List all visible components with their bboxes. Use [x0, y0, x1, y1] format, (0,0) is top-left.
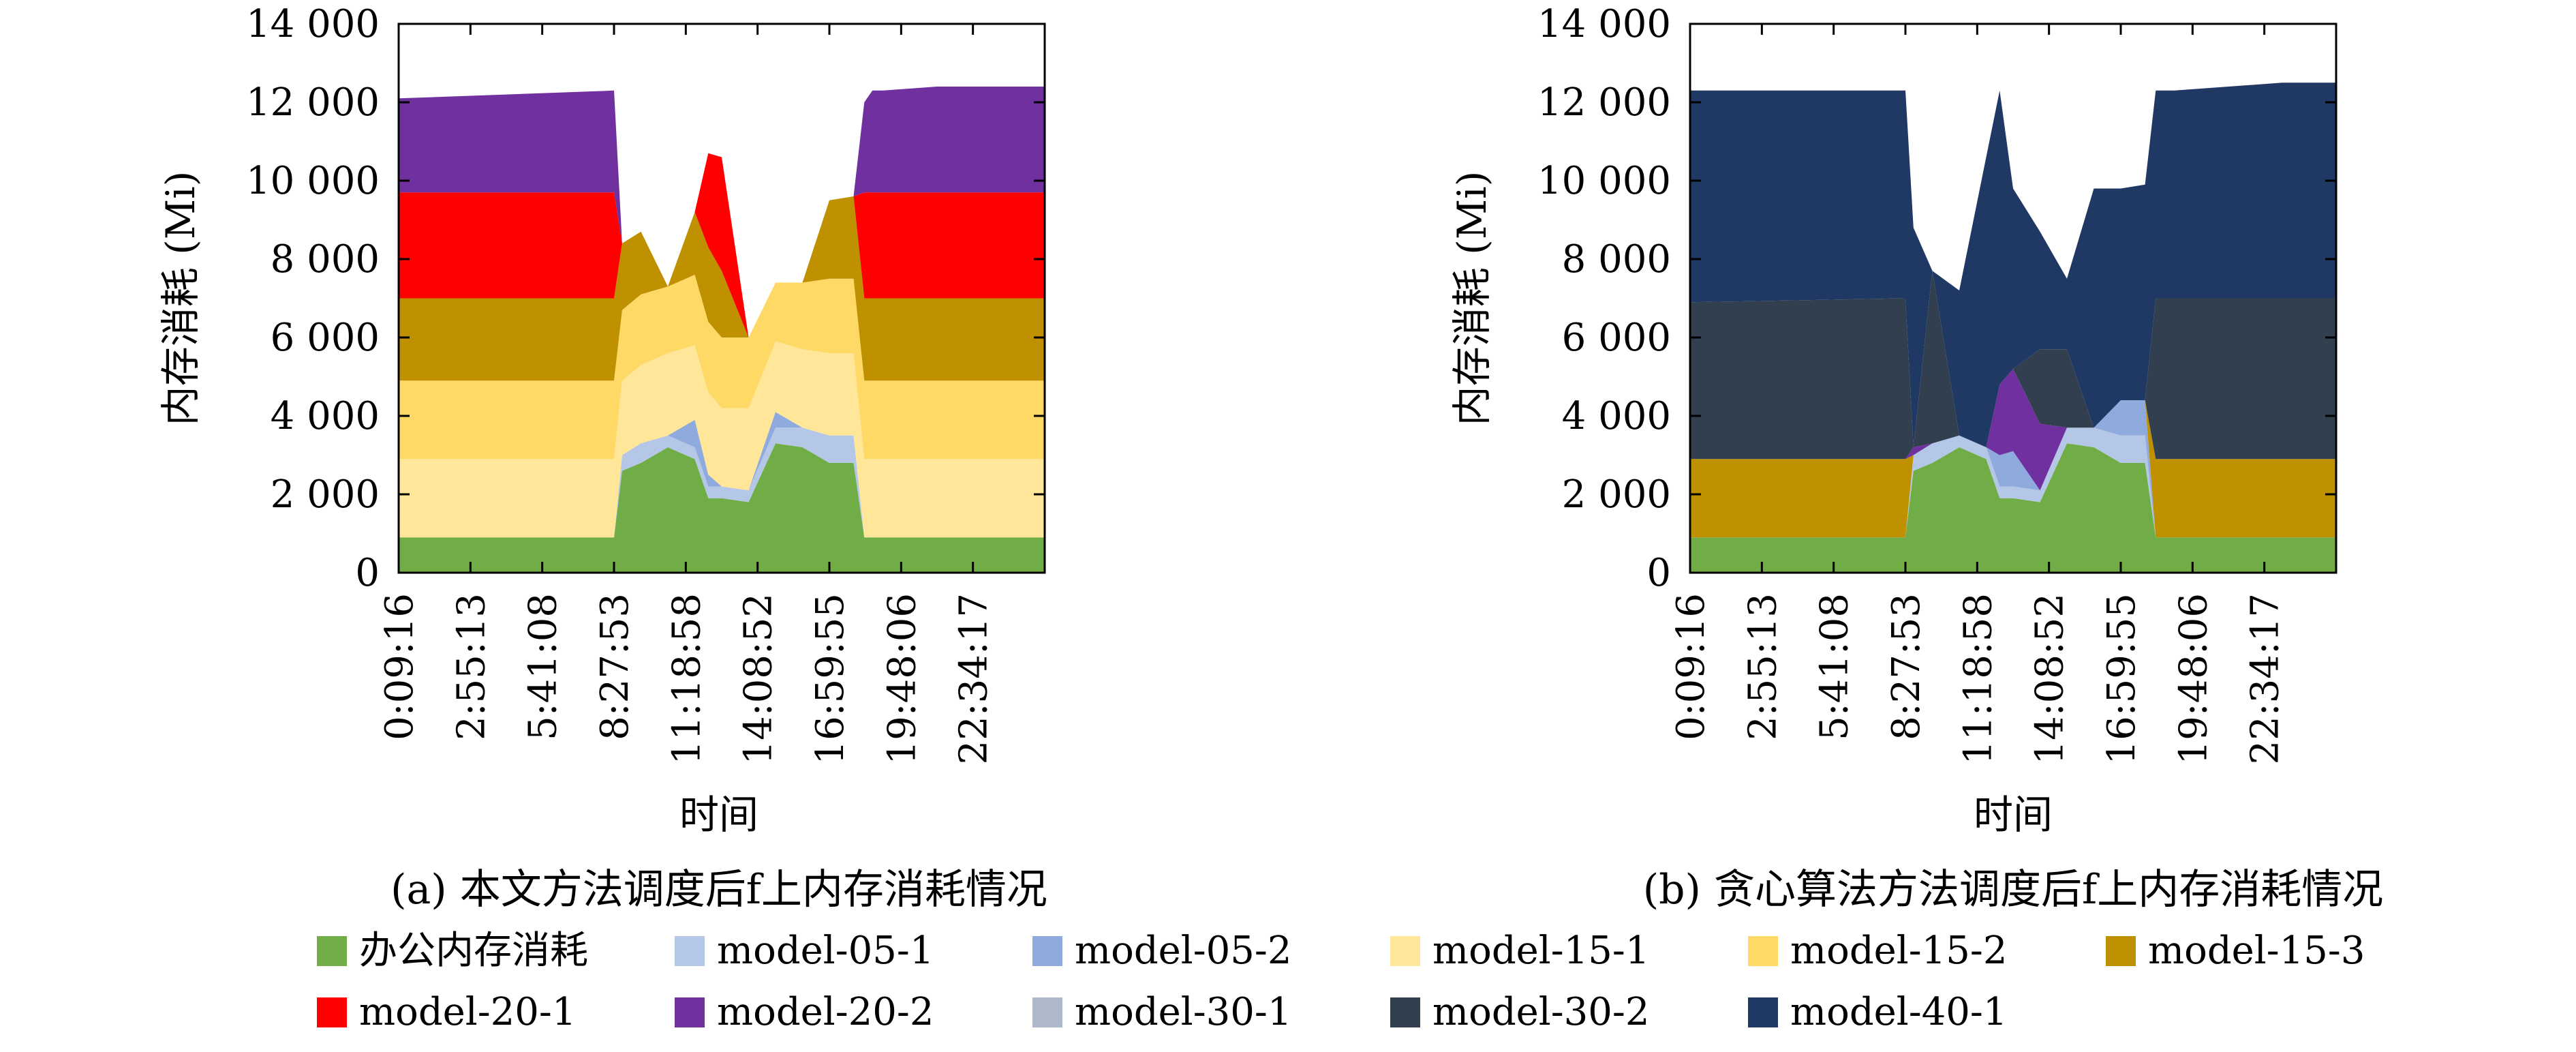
y-tick-label: 14 000	[1537, 2, 1671, 46]
area-office	[1690, 443, 2336, 573]
area-model-30-2	[1690, 271, 2336, 460]
y-tick-label: 4 000	[271, 394, 380, 438]
caption-a: (a) 本文方法调度后f上内存消耗情况	[390, 866, 1047, 914]
x-tick-label: 0:09:16	[378, 593, 422, 740]
y-tick-label: 4 000	[1562, 394, 1671, 438]
y-tick-label: 8 000	[271, 237, 380, 282]
plot-frame-a	[397, 22, 1046, 574]
area-model-40-1	[1690, 82, 2336, 448]
area-model-15-2	[399, 275, 1045, 460]
legend-swatch-model-40-1	[1748, 997, 1778, 1027]
y-axis-label-b: 内存消耗 (Mi)	[1449, 171, 1495, 426]
x-tick-label: 0:09:16	[1669, 593, 1713, 740]
legend-label-model-15-1: model-15-1	[1432, 929, 1649, 973]
x-tick-label: 11:18:58	[1956, 593, 2000, 765]
x-axis-label-b: 时间	[1974, 792, 2053, 838]
legend-swatch-model-15-2	[1748, 936, 1778, 966]
x-tick-label: 19:48:06	[2171, 593, 2215, 765]
x-tick-label: 2:55:13	[449, 593, 493, 740]
area-model-15-3	[1690, 400, 2336, 538]
area-office	[399, 443, 1045, 573]
y-tick-label: 2 000	[1562, 472, 1671, 517]
x-tick-label: 14:08:52	[737, 593, 781, 765]
chart-panel-a: 0 2 000 4 000 6 000 8 000 10 000 12 000 14 000 0…	[157, 2, 1047, 914]
legend-swatch-model-05-2	[1032, 936, 1062, 966]
axis-ticks-b: 0 2 000 4 000 6 000 8 000 10 000 12 000 14 000 0…	[1537, 2, 2336, 765]
x-tick-label: 16:59:55	[2100, 593, 2144, 765]
legend-swatch-model-15-3	[2106, 936, 2136, 966]
y-tick-label: 12 000	[1537, 80, 1671, 125]
x-tick-label: 2:55:13	[1741, 593, 1785, 740]
area-layers-b	[1690, 82, 2336, 573]
area-model-15-3	[399, 196, 1045, 381]
y-tick-label: 6 000	[1562, 316, 1671, 360]
y-tick-label: 6 000	[271, 316, 380, 360]
x-tick-label: 22:34:17	[2243, 593, 2288, 765]
x-tick-label: 5:41:08	[1813, 593, 1857, 740]
legend-label-model-20-2: model-20-2	[717, 990, 934, 1034]
legend-label-model-40-1: model-40-1	[1790, 990, 2007, 1034]
x-tick-label: 22:34:17	[952, 593, 996, 765]
area-layers-a	[399, 87, 1045, 573]
legend-label-model-30-1: model-30-1	[1075, 990, 1291, 1034]
y-tick-label: 8 000	[1562, 237, 1671, 282]
x-tick-label: 14:08:52	[2028, 593, 2072, 765]
area-model-15-1	[399, 341, 1045, 538]
y-axis-label-a: 内存消耗 (Mi)	[157, 171, 204, 426]
x-axis-label-a: 时间	[679, 792, 758, 838]
y-tick-label: 0	[1646, 551, 1671, 595]
legend-swatch-model-15-1	[1390, 936, 1420, 966]
x-tick-label: 5:41:08	[521, 593, 566, 740]
y-tick-label: 10 000	[1537, 159, 1671, 203]
legend-label-model-30-2: model-30-2	[1432, 990, 1649, 1034]
legend-swatch-office	[317, 936, 347, 966]
legend-swatch-model-05-1	[675, 936, 705, 966]
axis-ticks-a: 0 2 000 4 000 6 000 8 000 10 000 12 000 14 000 0…	[246, 2, 1045, 765]
legend-swatch-model-20-1	[317, 997, 347, 1027]
plot-frame-b	[1689, 22, 2337, 574]
x-tick-label: 8:27:53	[593, 593, 637, 740]
y-tick-label: 0	[355, 551, 380, 595]
area-model-20-2	[399, 87, 1045, 337]
legend-label-model-15-2: model-15-2	[1790, 929, 2007, 973]
legend-label-model-15-3: model-15-3	[2148, 929, 2365, 973]
chart-panel-b: 0 2 000 4 000 6 000 8 000 10 000 12 000 14 000 0…	[1449, 2, 2383, 914]
caption-b: (b) 贪心算法方法调度后f上内存消耗情况	[1643, 866, 2384, 914]
y-tick-label: 14 000	[246, 2, 380, 46]
legend: 办公内存消耗 model-05-1 model-05-2 model-15-1 mode…	[317, 929, 2365, 1034]
x-tick-label: 16:59:55	[808, 593, 853, 765]
legend-label-model-20-1: model-20-1	[359, 990, 576, 1034]
x-tick-label: 8:27:53	[1884, 593, 1929, 740]
y-tick-label: 12 000	[246, 80, 380, 125]
legend-label-office: 办公内存消耗	[359, 929, 588, 973]
legend-swatch-model-30-1	[1032, 997, 1062, 1027]
legend-label-model-05-1: model-05-1	[717, 929, 934, 973]
legend-label-model-05-2: model-05-2	[1075, 929, 1291, 973]
legend-swatch-model-20-2	[675, 997, 705, 1027]
area-model-20-1	[399, 153, 1045, 338]
area-model-05-2	[1690, 400, 2336, 538]
y-tick-label: 2 000	[271, 472, 380, 517]
x-tick-label: 19:48:06	[880, 593, 924, 765]
area-model-20-2	[1690, 369, 2336, 491]
y-tick-label: 10 000	[246, 159, 380, 203]
x-tick-label: 11:18:58	[664, 593, 709, 765]
legend-swatch-model-30-2	[1390, 997, 1420, 1027]
